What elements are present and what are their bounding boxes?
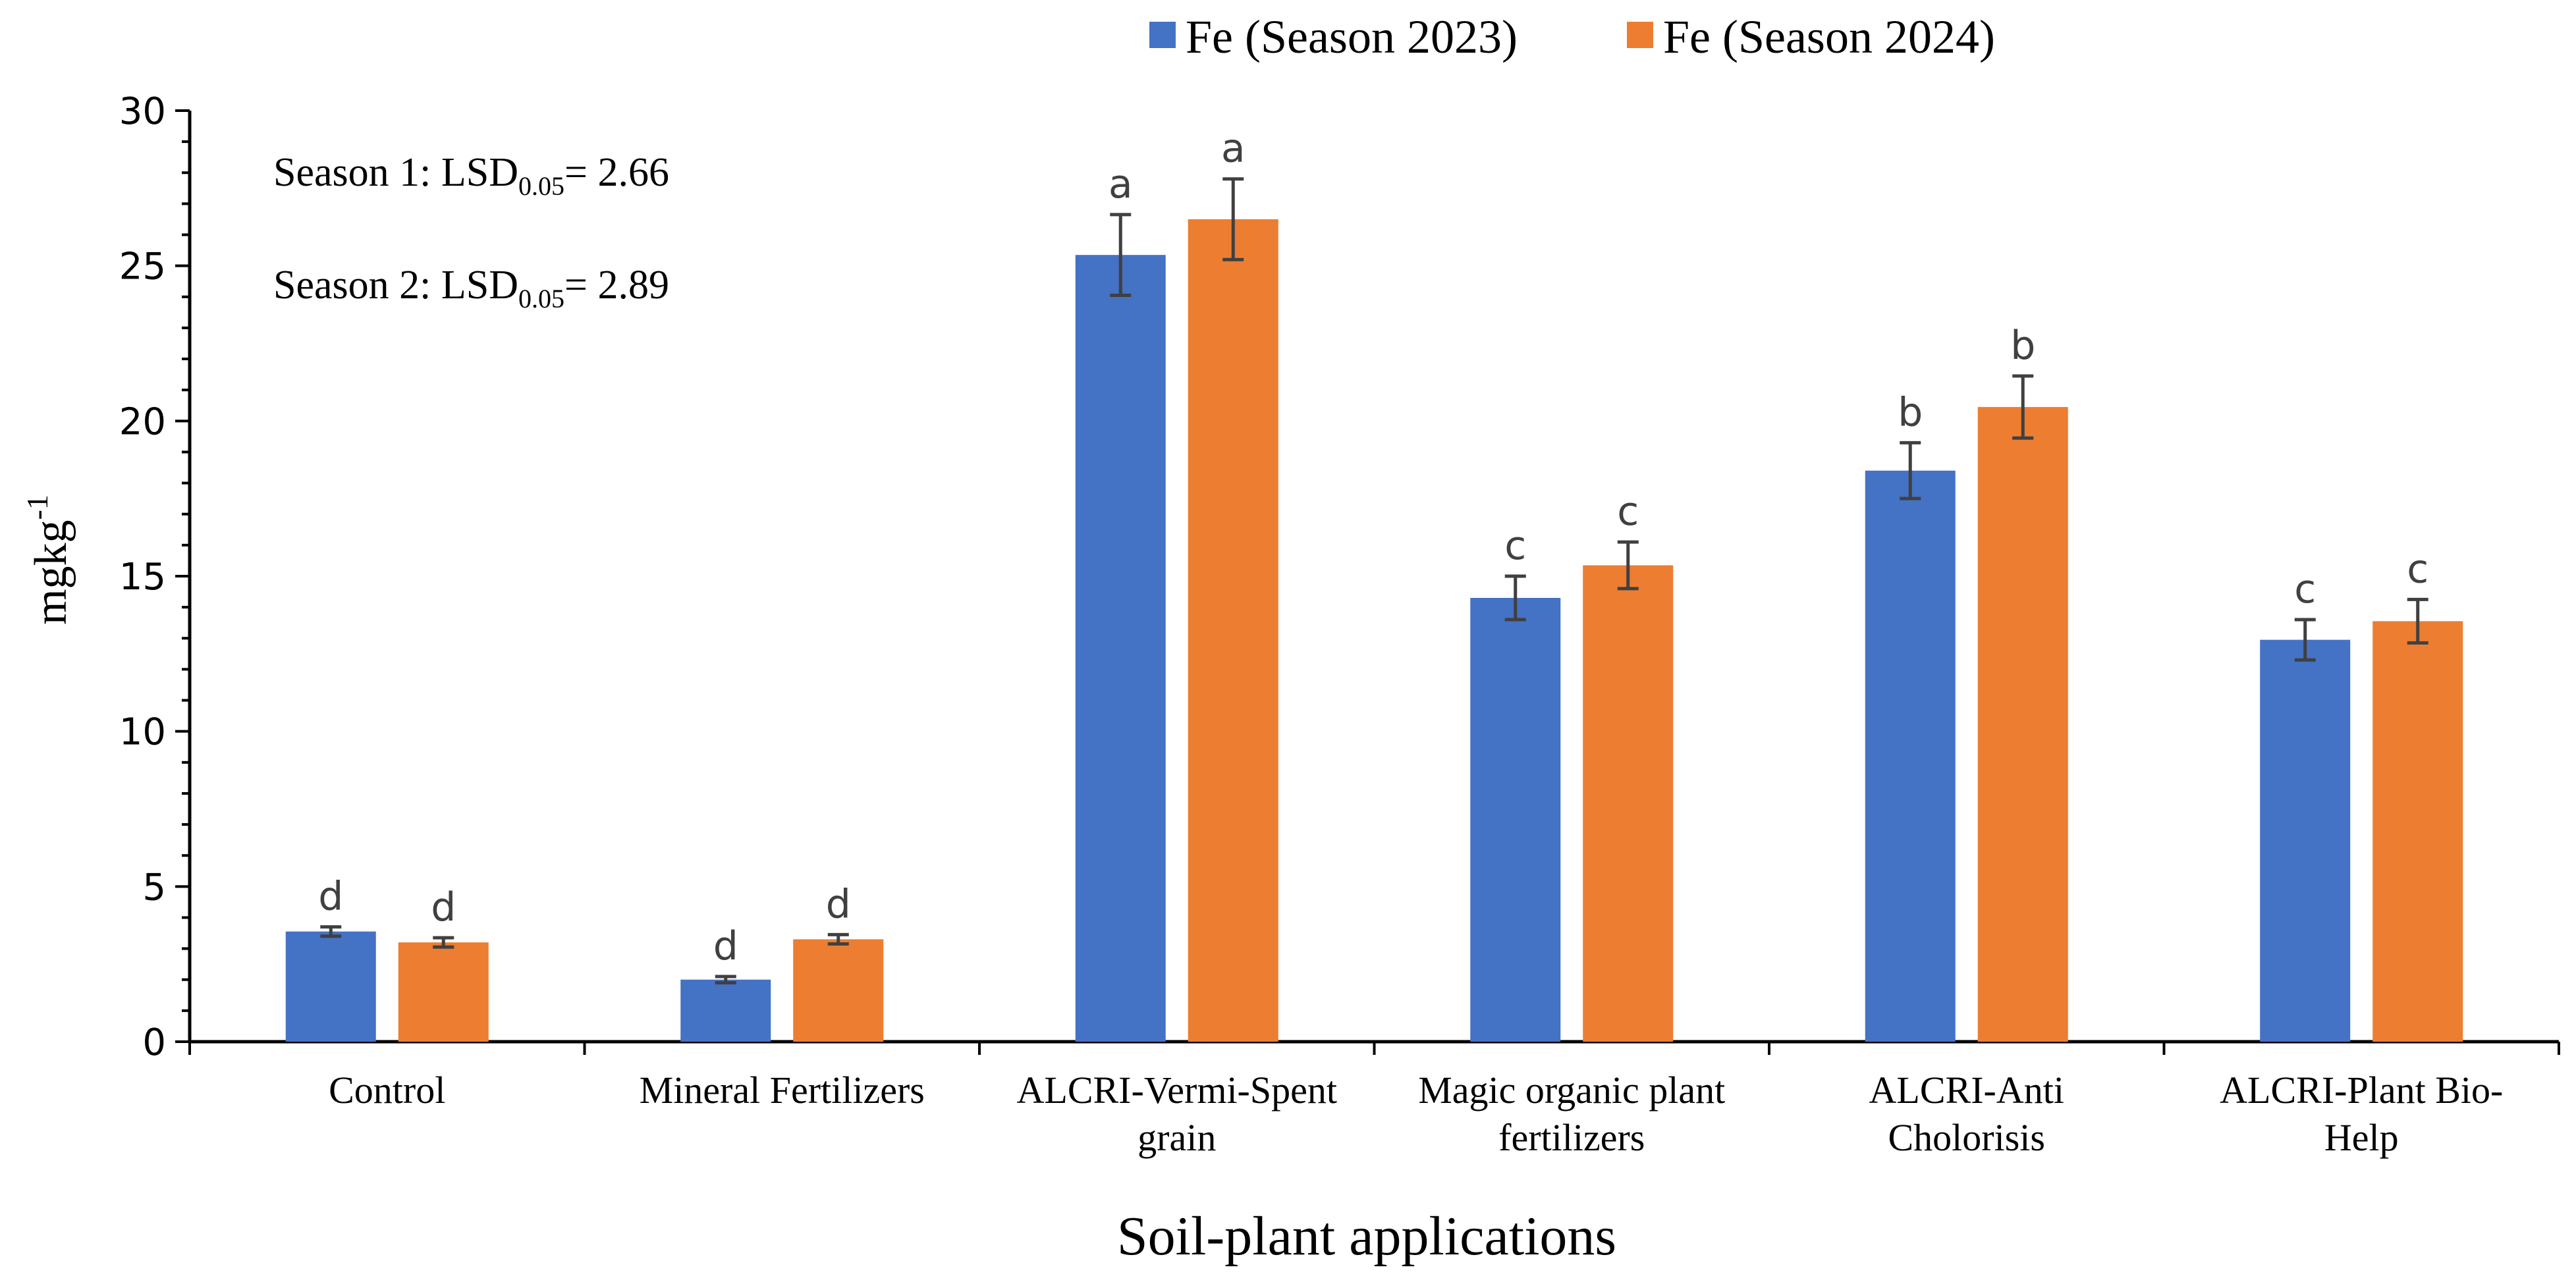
significance-letter: a — [1221, 126, 1246, 172]
y-tick-label: 10 — [119, 711, 166, 754]
y-tick-label: 20 — [119, 400, 166, 443]
bar-series-1-cat-5 — [1865, 470, 1956, 1042]
legend: Fe (Season 2023) Fe (Season 2024) — [1149, 11, 1995, 63]
x-tick-label: ALCRI-Vermi-Spent — [1017, 1069, 1338, 1112]
lsd-annotation-season-1: Season 1: LSD0.05= 2.66 — [273, 150, 669, 201]
lsd-subscript-season-1: 0.05 — [518, 171, 564, 201]
lsd-label-season-1: Season 1: LSD — [273, 150, 518, 195]
significance-letter: b — [2010, 323, 2035, 369]
bar-series-1-cat-4 — [1470, 597, 1561, 1042]
significance-letter: d — [713, 923, 738, 969]
bar-series-2-cat-3 — [1188, 219, 1278, 1042]
plot-area: 0 5 10 15 20 25 30 d d a c b c d d a c b c Control Mineral F… — [119, 90, 2560, 1159]
significance-letter: b — [1898, 389, 1923, 435]
y-tick-label: 15 — [119, 556, 166, 599]
y-axis-title-base: mgkg — [26, 520, 76, 624]
y-tick-label: 25 — [119, 246, 166, 288]
bar-series-1-cat-1 — [285, 931, 376, 1042]
x-tick-label: fertilizers — [1498, 1116, 1645, 1159]
bar-series-2-cat-2 — [793, 939, 884, 1042]
y-tick-label: 30 — [119, 90, 166, 133]
x-tick-label: ALCRI-Anti — [1869, 1069, 2064, 1112]
y-tick-label: 5 — [142, 866, 166, 909]
significance-letter: c — [1617, 489, 1639, 535]
bar-series-1-cat-3 — [1075, 255, 1166, 1042]
legend-swatch-season-2024 — [1627, 22, 1653, 48]
bar-series-1-cat-6 — [2260, 639, 2351, 1042]
x-tick-label: Help — [2324, 1116, 2399, 1159]
significance-letter: d — [431, 884, 456, 930]
lsd-value-season-2: = 2.89 — [564, 263, 669, 308]
significance-letter: c — [2407, 546, 2428, 592]
significance-letter: c — [2294, 566, 2316, 612]
x-axis-title: Soil-plant applications — [1117, 1206, 1616, 1267]
y-axis-title: mgkg-1 — [20, 495, 76, 625]
lsd-annotation-season-2: Season 2: LSD0.05= 2.89 — [273, 263, 669, 313]
lsd-subscript-season-2: 0.05 — [518, 284, 564, 313]
x-tick-label: grain — [1137, 1116, 1216, 1159]
bar-series-1-cat-2 — [680, 979, 771, 1042]
significance-letter: a — [1109, 161, 1133, 207]
legend-label-season-2023: Fe (Season 2023) — [1186, 11, 1518, 63]
x-tick-label: Control — [329, 1069, 445, 1112]
bar-series-2-cat-5 — [1977, 407, 2068, 1042]
y-axis-title-superscript: -1 — [20, 495, 54, 520]
lsd-value-season-1: = 2.66 — [564, 150, 669, 195]
significance-letter: c — [1504, 523, 1526, 569]
x-tick-label: Cholorisis — [1888, 1116, 2046, 1159]
bar-series-2-cat-1 — [398, 942, 489, 1042]
x-tick-label: Mineral Fertilizers — [640, 1069, 925, 1112]
significance-letter: d — [318, 874, 343, 920]
x-tick-label: ALCRI-Plant Bio- — [2220, 1069, 2503, 1112]
lsd-annotations: Season 1: LSD0.05= 2.66 Season 2: LSD0.0… — [273, 150, 669, 313]
y-tick-label: 0 — [142, 1021, 166, 1064]
significance-letter: d — [826, 881, 851, 927]
legend-label-season-2024: Fe (Season 2024) — [1663, 11, 1995, 63]
x-tick-label: Magic organic plant — [1418, 1069, 1725, 1112]
bar-series-2-cat-6 — [2372, 621, 2463, 1042]
lsd-label-season-2: Season 2: LSD — [273, 263, 518, 308]
legend-swatch-season-2023 — [1149, 22, 1176, 48]
bar-series-2-cat-4 — [1583, 565, 1674, 1042]
